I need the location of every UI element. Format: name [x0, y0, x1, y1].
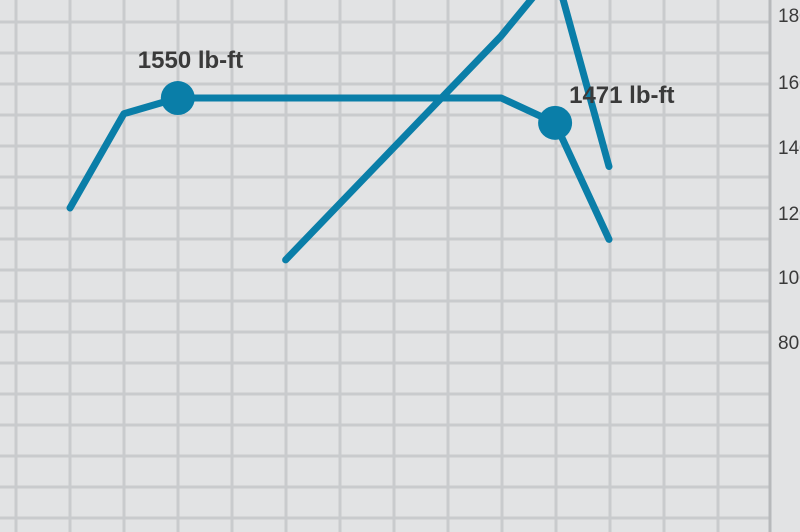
series-line-torque: [66, 94, 613, 243]
y-tick-label: 180: [778, 6, 800, 27]
data-point-marker: [538, 105, 573, 140]
data-label: 1471 lb-ft: [569, 82, 674, 109]
chart-series: [66, 0, 613, 264]
series-line-power: [282, 0, 613, 264]
y-tick-label: 100: [778, 268, 800, 289]
data-point-marker: [160, 81, 195, 116]
y-tick-label: 160: [778, 73, 800, 94]
y-axis-right: 180 160 140 120 100 80: [778, 6, 800, 354]
chart-grid: [0, 0, 772, 532]
y-tick-label: 120: [778, 204, 800, 225]
y-tick-label: 80: [778, 333, 799, 354]
y-tick-label: 140: [778, 138, 800, 159]
data-label: 1550 lb-ft: [138, 47, 243, 74]
